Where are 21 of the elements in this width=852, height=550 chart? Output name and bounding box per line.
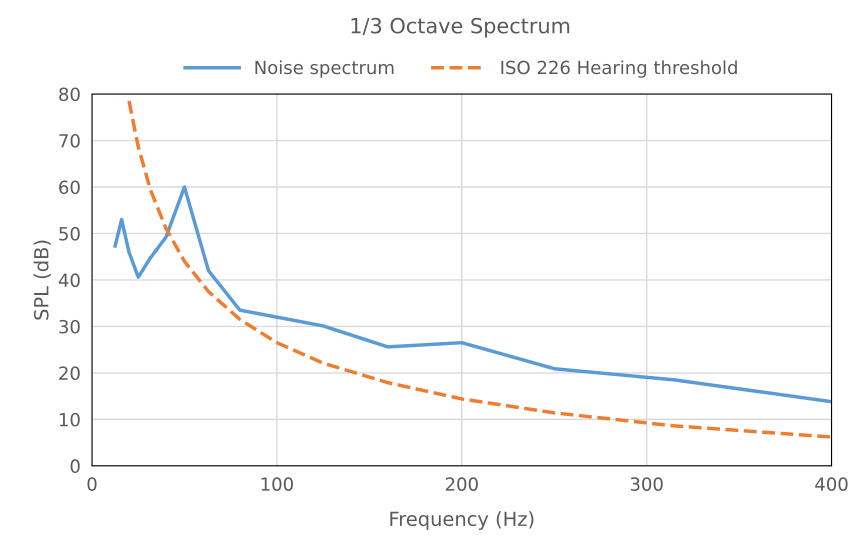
y-tick-label: 70 <box>59 134 80 148</box>
y-tick-label: 30 <box>59 320 80 334</box>
y-axis-title: SPL (dB) <box>34 240 51 320</box>
line-series <box>127 99 832 439</box>
y-tick-label: 50 <box>59 226 80 241</box>
x-tick-label: 0 <box>87 477 97 491</box>
legend-label: Noise spectrum <box>255 60 394 78</box>
chart-title: 1/3 Octave Spectrum <box>352 18 570 38</box>
y-tick-label: 60 <box>59 180 80 194</box>
x-tick-label: 400 <box>815 477 848 491</box>
x-axis-title: Frequency (Hz) <box>390 511 534 530</box>
legend-label: ISO 226 Hearing threshold <box>501 60 737 78</box>
y-tick-label: 20 <box>59 366 80 380</box>
line-series <box>113 185 832 404</box>
y-tick-label: 10 <box>60 412 80 426</box>
y-tick-label: 40 <box>58 273 80 288</box>
x-tick-label: 200 <box>446 477 478 491</box>
x-tick-label: 100 <box>262 477 293 491</box>
y-tick-label: 0 <box>70 459 80 473</box>
y-tick-label: 80 <box>59 88 80 102</box>
x-tick-label: 300 <box>630 477 663 491</box>
